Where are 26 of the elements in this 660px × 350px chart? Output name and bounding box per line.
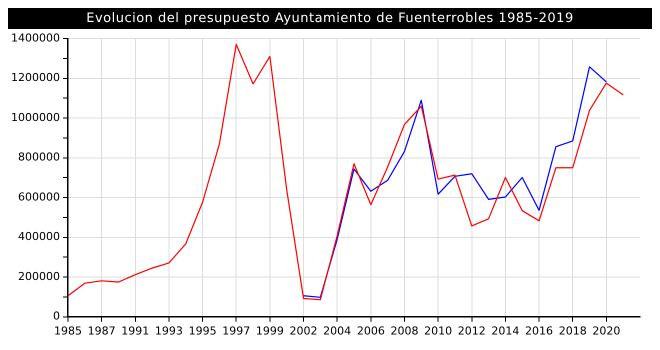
x-tick-label: 2018 — [558, 324, 587, 338]
y-tick-label: 0 — [52, 310, 60, 323]
chart-title: Evolucion del presupuesto Ayuntamiento de Fuenterrobles 1985-2019 — [8, 8, 652, 29]
y-tick-label: 400000 — [18, 230, 60, 244]
y-tick-label: 200000 — [18, 270, 60, 283]
y-tick-label: 600000 — [18, 190, 60, 204]
x-tick-label: 2006 — [356, 324, 385, 338]
x-tick-label: 1999 — [256, 324, 284, 338]
x-tick-label: 2014 — [491, 324, 520, 338]
x-tick-label: 1995 — [188, 324, 217, 338]
x-tick-label: 2008 — [390, 324, 418, 338]
y-tick-label: 1000000 — [10, 110, 60, 124]
x-tick-label: 2020 — [592, 324, 620, 338]
x-tick-label: 2004 — [323, 324, 352, 338]
y-tick-label: 1200000 — [10, 71, 60, 84]
x-tick-label: 1993 — [154, 324, 183, 338]
x-tick-label: 2016 — [525, 324, 554, 338]
x-tick-label: 2002 — [290, 324, 318, 338]
x-tick-label: 1997 — [222, 324, 250, 338]
x-tick-label: 1987 — [88, 324, 116, 338]
y-tick-label: 1400000 — [10, 31, 60, 44]
x-tick-label: 2012 — [458, 324, 486, 338]
y-tick-label: 800000 — [18, 150, 60, 164]
x-tick-label: 1985 — [54, 324, 82, 338]
x-tick-label: 2010 — [424, 324, 452, 338]
x-tick-label: 1991 — [121, 324, 150, 338]
